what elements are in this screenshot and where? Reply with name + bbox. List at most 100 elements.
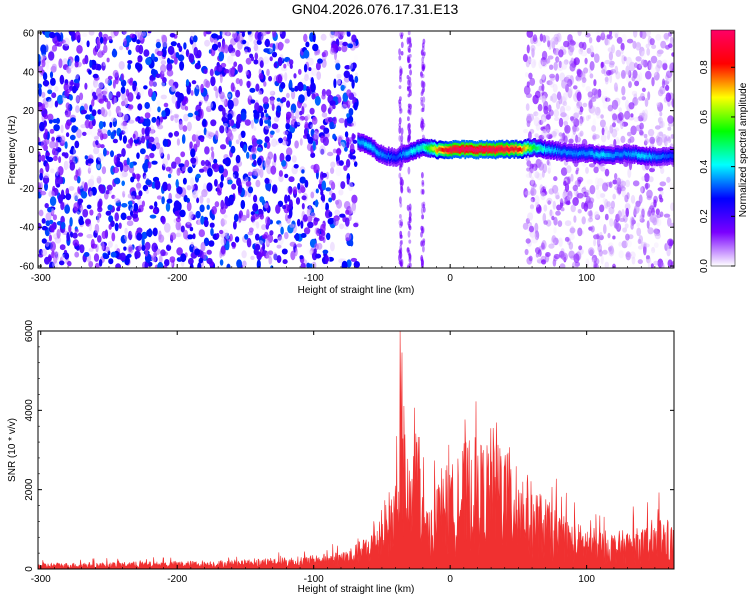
spectrogram-cell (344, 146, 348, 152)
spectrogram-cell (203, 68, 208, 75)
spectrogram-cell (321, 103, 327, 113)
spectrogram-streak-cell (422, 81, 426, 88)
spectrogram-cell (614, 173, 618, 180)
spectrogram-cell (606, 95, 611, 106)
spectrogram-streak-cell (406, 204, 410, 211)
spectrogram-cell (297, 182, 301, 190)
spectrogram-streak-cell (408, 188, 411, 194)
spectrogram-cell (68, 186, 75, 191)
spectrogram-cell (559, 198, 566, 203)
spectrogram-cell (659, 190, 664, 196)
spectrogram-ridge-cell (609, 153, 612, 158)
spectrogram-cell (637, 115, 644, 122)
spectrogram-cell (538, 59, 543, 70)
spectrogram-cell (591, 125, 596, 132)
spectrogram-cell (336, 73, 342, 79)
spectrogram-cell (323, 50, 329, 57)
spectrogram-cell (638, 63, 642, 69)
spectrogram-cell (528, 131, 532, 140)
spectrogram-cell (100, 240, 105, 251)
spectrogram-ridge-cell (431, 146, 434, 151)
spectrogram-streak-cell (399, 196, 402, 204)
spectrogram-cell (573, 253, 580, 264)
spectrogram-cell (203, 127, 207, 136)
spectrogram-cell (148, 142, 153, 149)
spectrogram-ridge-cell (606, 153, 609, 157)
spectrogram-cell (346, 31, 351, 37)
spectrogram-cell (545, 114, 552, 120)
spectrogram-streak-cell (400, 127, 404, 135)
spectrogram-streak-cell (421, 56, 425, 64)
spectrogram-cell (222, 158, 228, 165)
spectrogram-streak-cell (406, 75, 410, 80)
spectrogram-ridge-cell (432, 146, 435, 151)
spectrogram-cell (241, 31, 245, 38)
spectrogram-cell (343, 76, 350, 83)
spectrogram-cell (525, 103, 530, 111)
spectrogram-cell (345, 217, 350, 227)
spectrogram-cell (75, 95, 80, 104)
spectrogram-cell (327, 228, 333, 234)
spectrogram-streak-cell (398, 172, 402, 179)
spectrogram-cell (296, 118, 303, 126)
spectrogram-ridge-cell (656, 155, 659, 160)
spectrogram-streak-cell (420, 231, 423, 238)
spectrogram-ridge-cell (479, 147, 482, 152)
spectrogram-ridge-cell (433, 146, 436, 151)
spectrogram-cell (314, 95, 321, 106)
spectrogram-cell (275, 128, 280, 133)
spectrogram-ridge-cell (603, 152, 605, 157)
spectrogram-cell (60, 124, 64, 134)
spectrogram-cell (296, 243, 303, 248)
spectrogram-cell (254, 52, 259, 60)
spectrogram-cell (307, 221, 314, 229)
spectrogram-cell (577, 31, 582, 37)
spectrogram-cell (570, 204, 576, 213)
spectrogram-cell (97, 130, 103, 137)
spectrogram-cell (152, 208, 157, 214)
spectrogram-cell (175, 232, 181, 238)
spectrogram-ridge-cell (519, 147, 521, 152)
spectrogram-cell (645, 70, 652, 80)
spectrogram-cell (213, 163, 220, 173)
spectrogram-cell (101, 90, 108, 95)
spectrogram-cell (557, 220, 563, 228)
spectrogram-cell (636, 42, 642, 48)
spectrogram-cell (561, 61, 568, 70)
spectrogram-cell (190, 90, 194, 96)
spectrogram-streak-cell (421, 118, 425, 125)
spectrogram-cell (227, 55, 234, 65)
spectrogram-cell (108, 109, 112, 117)
spectrogram-ridge-cell (638, 153, 640, 158)
spectrogram-cell (320, 148, 325, 155)
spectrogram-cell (114, 222, 119, 232)
spectrogram-ridge-cell (640, 154, 642, 159)
colorbar-tick-label: 0.8 (699, 60, 710, 74)
spectrogram-cell (579, 99, 584, 106)
spectrogram-cell (579, 118, 583, 126)
spectrogram-cell (553, 50, 558, 56)
spectrogram-cell (264, 125, 271, 130)
spectrogram-cell (80, 124, 86, 129)
spectrogram-cell (144, 126, 150, 137)
spectrogram-cell (115, 76, 119, 85)
spectrogram-cell (640, 186, 645, 194)
spectrogram-cell (263, 81, 267, 87)
spectrogram-cell (549, 73, 556, 79)
spectrogram-cell (629, 216, 635, 226)
spectrogram-cell (273, 116, 280, 123)
spectrogram-streak-cell (400, 187, 404, 194)
spectrogram-cell (129, 161, 134, 169)
spectrogram-cell (135, 117, 139, 122)
spectrogram-cell (256, 259, 261, 268)
spectrogram-cell (148, 88, 153, 98)
spectrogram-cell (271, 138, 278, 147)
spectrogram-cell (624, 194, 629, 203)
spectrogram-cell (330, 241, 335, 252)
spectrogram-cell (622, 227, 627, 233)
spectrogram-streak-cell (408, 47, 411, 53)
spectrogram-cell (102, 36, 107, 46)
spectrogram-cell (236, 177, 242, 187)
spectrogram-cell (264, 109, 267, 114)
spectrogram-cell (63, 82, 69, 92)
